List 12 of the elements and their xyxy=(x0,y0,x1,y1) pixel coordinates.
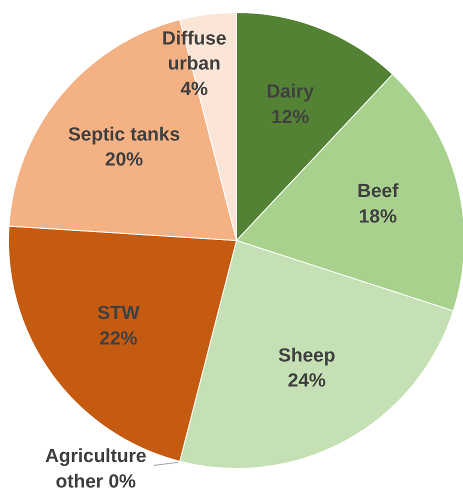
data-label: 22% xyxy=(99,328,138,350)
data-label: 20% xyxy=(105,150,144,171)
slice-label: Dairy xyxy=(266,82,314,103)
data-label: 18% xyxy=(358,206,397,228)
data-label: 12% xyxy=(271,106,310,128)
slice-label: STW xyxy=(97,303,140,324)
slice-label: Beef xyxy=(357,181,400,202)
slice-label: Sheep xyxy=(278,345,336,366)
legend-label: Agriculture other 0% xyxy=(45,446,146,492)
data-label: 24% xyxy=(288,370,326,392)
slice-label: Diffuse urban xyxy=(162,28,226,75)
slice-label: Septic tanks xyxy=(68,124,180,146)
